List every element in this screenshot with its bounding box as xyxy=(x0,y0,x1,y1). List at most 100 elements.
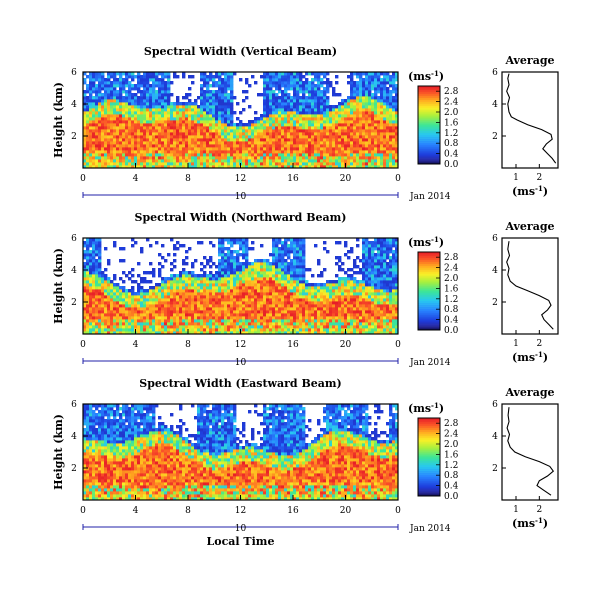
heatmap-cell xyxy=(110,141,113,144)
heatmap-cell xyxy=(212,78,215,81)
heatmap-cell xyxy=(152,144,155,147)
heatmap-cell xyxy=(92,274,95,277)
heatmap-cell xyxy=(155,114,158,117)
heatmap-cell xyxy=(170,316,173,319)
heatmap-cell xyxy=(155,75,158,78)
heatmap-cell xyxy=(293,123,296,126)
heatmap-cell xyxy=(128,289,131,292)
heatmap-cell xyxy=(143,289,146,292)
heatmap-cell xyxy=(119,120,122,123)
heatmap-cell xyxy=(392,132,395,135)
heatmap-cell xyxy=(233,147,236,150)
heatmap-cell xyxy=(353,93,356,96)
heatmap-cell xyxy=(389,93,392,96)
heatmap-cell xyxy=(350,132,353,135)
heatmap-cell xyxy=(272,117,275,120)
heatmap-cell xyxy=(272,262,275,265)
heatmap-cell xyxy=(86,271,89,274)
heatmap-cell xyxy=(257,271,260,274)
heatmap-cell xyxy=(203,138,206,141)
heatmap-cell xyxy=(143,108,146,111)
heatmap-cell xyxy=(179,117,182,120)
heatmap-cell xyxy=(101,289,104,292)
heatmap-cell xyxy=(185,271,188,274)
heatmap-cell xyxy=(221,256,224,259)
heatmap-cell xyxy=(170,138,173,141)
heatmap-cell xyxy=(224,111,227,114)
heatmap-cell xyxy=(92,87,95,90)
heatmap-cell xyxy=(323,87,326,90)
heatmap-cell xyxy=(290,141,293,144)
heatmap-cell xyxy=(119,75,122,78)
heatmap-cell xyxy=(152,87,155,90)
heatmap-cell xyxy=(302,307,305,310)
heatmap-cell xyxy=(185,307,188,310)
heatmap-cell xyxy=(245,256,248,259)
heatmap-cell xyxy=(266,310,269,313)
heatmap-cell xyxy=(218,93,221,96)
heatmap-cell xyxy=(236,253,239,256)
heatmap-cell xyxy=(215,319,218,322)
heatmap-cell xyxy=(155,99,158,102)
heatmap-cell xyxy=(119,78,122,81)
heatmap-cell xyxy=(317,105,320,108)
heatmap-cell xyxy=(263,120,266,123)
heatmap-cell xyxy=(380,99,383,102)
heatmap-cell xyxy=(164,316,167,319)
heatmap-cell xyxy=(173,283,176,286)
heatmap-cell xyxy=(152,307,155,310)
heatmap-cell xyxy=(101,325,104,328)
heatmap-cell xyxy=(260,265,263,268)
heatmap-cell xyxy=(299,322,302,325)
heatmap-cell xyxy=(185,141,188,144)
heatmap-cell xyxy=(323,93,326,96)
heatmap-cell xyxy=(380,90,383,93)
heatmap-cell xyxy=(122,292,125,295)
heatmap-cell xyxy=(197,147,200,150)
heatmap-cell xyxy=(188,298,191,301)
heatmap-cell xyxy=(221,259,224,262)
heatmap-cell xyxy=(203,114,206,117)
heatmap-cell xyxy=(128,156,131,159)
heatmap-cell xyxy=(368,153,371,156)
heatmap-cell xyxy=(356,117,359,120)
heatmap-cell xyxy=(182,162,185,165)
heatmap-cell xyxy=(167,253,170,256)
heatmap-cell xyxy=(89,78,92,81)
heatmap-cell xyxy=(182,310,185,313)
heatmap-cell xyxy=(296,105,299,108)
heatmap-cell xyxy=(194,147,197,150)
heatmap-cell xyxy=(218,322,221,325)
heatmap-cell xyxy=(386,162,389,165)
heatmap-cell xyxy=(185,114,188,117)
heatmap-cell xyxy=(302,138,305,141)
heatmap-cell xyxy=(296,78,299,81)
heatmap-cell xyxy=(107,141,110,144)
heatmap-cell xyxy=(257,123,260,126)
heatmap-cell xyxy=(227,147,230,150)
heatmap-cell xyxy=(320,135,323,138)
heatmap-cell xyxy=(347,159,350,162)
heatmap-cell xyxy=(209,123,212,126)
heatmap-cell xyxy=(95,274,98,277)
heatmap-cell xyxy=(182,328,185,331)
heatmap-cell xyxy=(260,298,263,301)
heatmap-cell xyxy=(275,244,278,247)
heatmap-cell xyxy=(188,283,191,286)
heatmap-cell xyxy=(119,292,122,295)
heatmap-cell xyxy=(236,307,239,310)
heatmap-cell xyxy=(98,96,101,99)
heatmap-cell xyxy=(269,162,272,165)
heatmap-cell xyxy=(272,277,275,280)
heatmap-cell xyxy=(170,159,173,162)
heatmap-cell xyxy=(158,78,161,81)
heatmap-cell xyxy=(317,78,320,81)
heatmap-cell xyxy=(143,117,146,120)
heatmap-cell xyxy=(260,313,263,316)
heatmap-cell xyxy=(365,87,368,90)
heatmap-cell xyxy=(143,78,146,81)
heatmap-cell xyxy=(215,325,218,328)
heatmap-cell xyxy=(296,150,299,153)
heatmap-cell xyxy=(284,84,287,87)
heatmap-cell xyxy=(215,289,218,292)
